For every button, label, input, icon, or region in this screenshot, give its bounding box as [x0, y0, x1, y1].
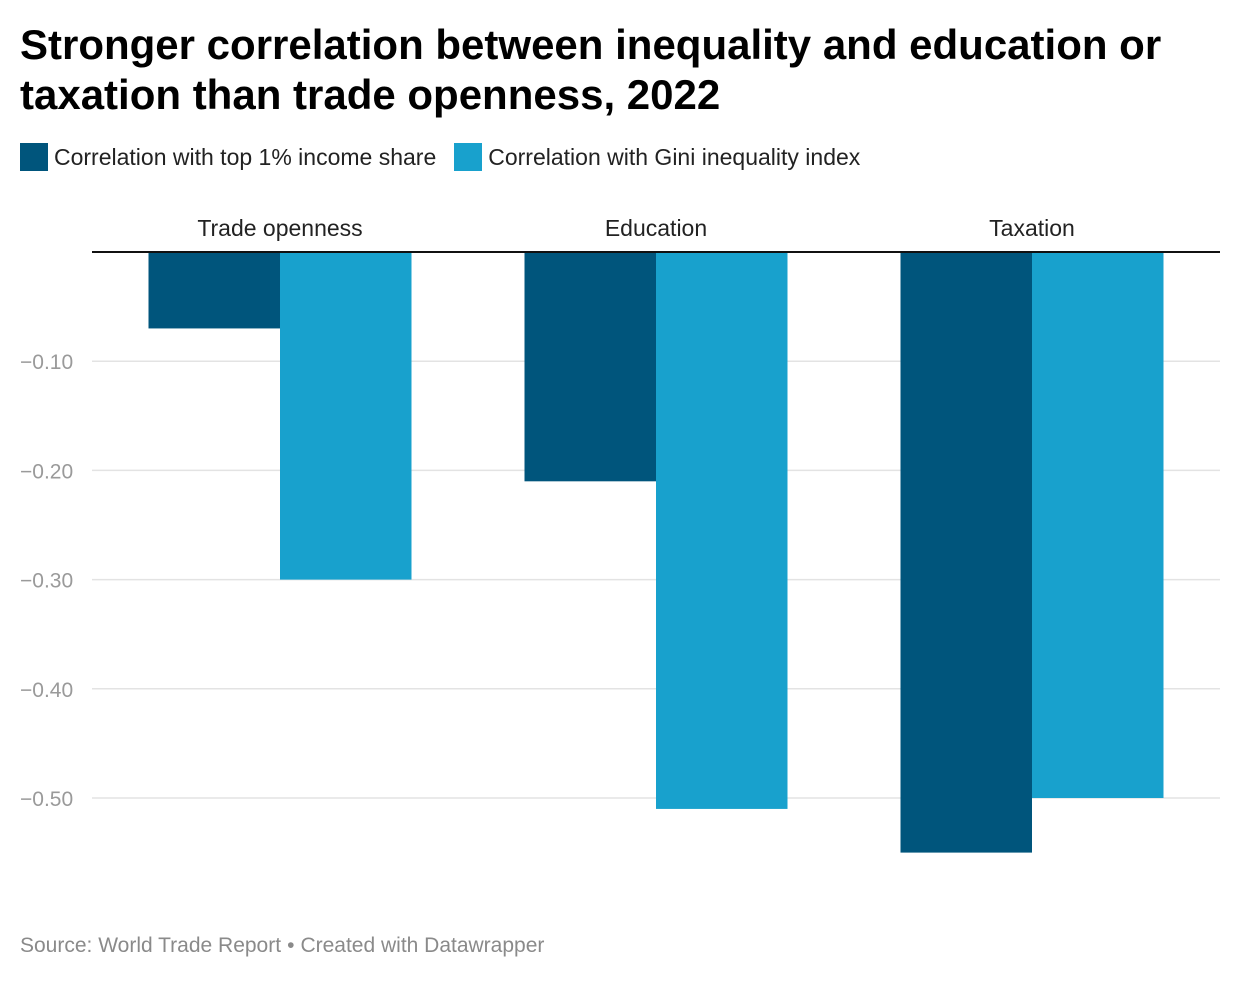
bar: [900, 252, 1032, 853]
y-tick-label: −0.40: [20, 679, 73, 702]
bar: [656, 252, 788, 809]
source-text: Source: World Trade Report: [20, 934, 282, 957]
footer: Source: World Trade Report • Created with …: [20, 934, 544, 958]
legend-item-gini: Correlation with Gini inequality index: [454, 143, 860, 171]
legend-swatch-gini: [454, 143, 483, 171]
bar: [280, 252, 412, 580]
category-label: Taxation: [989, 215, 1075, 241]
bars: [148, 252, 1164, 853]
legend-item-top1: Correlation with top 1% income share: [20, 143, 436, 171]
y-axis-ticks: −0.10 −0.20 −0.30 −0.40 −0.50: [20, 351, 73, 811]
bar: [524, 252, 656, 482]
y-tick-label: −0.10: [20, 351, 73, 374]
legend: Correlation with top 1% income share Cor…: [20, 140, 878, 174]
y-tick-label: −0.20: [20, 460, 73, 483]
legend-label-top1: Correlation with top 1% income share: [54, 143, 437, 170]
footer-separator: •: [287, 934, 295, 957]
category-labels: Trade openness Education Taxation: [197, 215, 1075, 241]
bar: [1032, 252, 1164, 798]
legend-label-gini: Correlation with Gini inequality index: [488, 143, 861, 170]
credit-text: Created with Datawrapper: [300, 934, 545, 957]
chart-title: Stronger correlation between inequality …: [20, 21, 1162, 118]
bar-chart: −0.10 −0.20 −0.30 −0.40 −0.50 Trade openness…: [20, 215, 1220, 853]
y-tick-label: −0.50: [20, 788, 73, 811]
y-tick-label: −0.30: [20, 570, 73, 593]
category-label: Education: [605, 215, 707, 241]
bar: [148, 252, 280, 329]
legend-swatch-top1: [20, 143, 48, 171]
category-label: Trade openness: [197, 215, 362, 241]
